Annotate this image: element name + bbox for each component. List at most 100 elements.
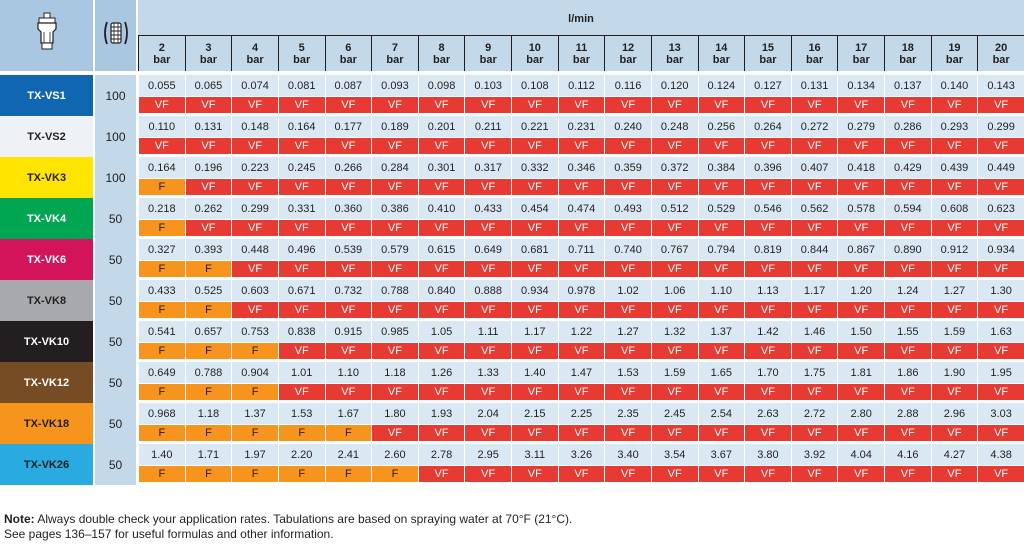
flow-value-cell: 1.27 [604,321,651,343]
droplet-class-cell: VF [464,138,511,157]
pressure-header-6: 6 bar [324,35,372,71]
flow-value-cell: 0.904 [231,362,278,384]
pressure-header-4: 4 bar [231,35,278,71]
droplet-class-cell: VF [930,425,978,444]
droplet-class-cell: VF [977,343,1024,362]
strainer-mesh-icon [103,21,128,45]
flow-value-cell: 1.10 [697,280,745,302]
flow-value-cell: 0.137 [884,75,931,97]
droplet-class-cell: VF [697,261,745,280]
droplet-class-cell: VF [604,138,651,157]
flow-value-cell: 2.95 [464,444,511,466]
table-row: TX-VK12 50 0.649 0.788 0.904 1.01 1.10 1.18 1.26… [0,362,1024,403]
droplet-class-cell: VF [511,425,558,444]
droplet-class-cell: VF [371,97,418,116]
flow-value-cell: 0.120 [650,75,698,97]
droplet-class-cell: VF [837,261,884,280]
droplet-class-cell: VF [324,220,372,239]
nozzle-name: TX-VK8 [0,280,95,321]
flow-value-cell: 0.393 [184,239,232,261]
droplet-class-cell: VF [138,138,185,157]
flow-value-cell: 0.657 [184,321,232,343]
flow-value-cell: 1.50 [837,321,884,343]
pressure-unit: bar [526,53,544,66]
droplet-class-cell: VF [324,179,372,198]
flow-value-cell: 0.788 [371,280,418,302]
droplet-class-cell: VF [417,220,465,239]
flow-value-cell: 0.201 [417,116,465,138]
droplet-class-cell: VF [604,425,651,444]
flow-value-cell: 1.67 [324,403,372,425]
note-text: Always double check your application rat… [34,512,573,526]
pressure-header-14: 14 bar [697,35,745,71]
flow-value-cell: 0.245 [277,157,325,179]
flow-value-cell: 0.433 [464,198,511,220]
strainer-icon-header [95,0,138,71]
flow-value-cell: 0.615 [417,239,465,261]
flow-value-cell: 1.47 [557,362,605,384]
droplet-class-cell: VF [697,138,745,157]
droplet-class-cell: VF [277,384,325,403]
droplet-class-cell: VF [557,466,605,485]
droplet-class-cell: VF [277,261,325,280]
flow-value-cell: 0.256 [697,116,745,138]
flow-value-cell: 2.20 [277,444,325,466]
flow-value-cell: 0.449 [977,157,1024,179]
flow-value-cell: 0.317 [464,157,511,179]
flow-value-cell: 2.15 [511,403,558,425]
droplet-class-cell: VF [977,220,1024,239]
flow-value-cell: 1.24 [884,280,931,302]
pressure-value: 8 [438,41,445,54]
droplet-class-cell: VF [371,138,418,157]
droplet-class-cell: F [138,384,185,403]
flow-value-cell: 1.63 [977,321,1024,343]
flow-value-cell: 1.93 [417,403,465,425]
droplet-class-cell: VF [790,261,838,280]
droplet-class-cell: VF [837,466,884,485]
flow-value-cell: 0.134 [837,75,884,97]
droplet-class-cell: VF [884,97,931,116]
flow-value-cell: 0.218 [138,198,185,220]
table-row: TX-VK8 50 0.433 0.525 0.603 0.671 0.732 0.788 0.… [0,280,1024,321]
flow-value-cell: 0.649 [464,239,511,261]
droplet-class-cell: VF [277,97,325,116]
flow-value-cell: 2.80 [837,403,884,425]
droplet-class-cell: F [324,466,372,485]
droplet-class-cell: VF [277,179,325,198]
nozzle-name: TX-VK3 [0,157,95,198]
pressure-header-17: 17 bar [837,35,884,71]
pressure-unit: bar [293,53,311,66]
flow-value-cell: 2.96 [930,403,978,425]
flow-value-cell: 1.22 [557,321,605,343]
pressure-header-8: 8 bar [417,35,465,71]
droplet-class-cell: VF [371,302,418,321]
strainer-mesh: 100 [95,157,138,198]
pressure-unit: bar [572,53,590,66]
droplet-class-cell: VF [557,220,605,239]
droplet-class-cell: VF [790,220,838,239]
flow-value-cell: 0.732 [324,280,372,302]
flow-value-cell: 0.327 [138,239,185,261]
flow-value-cell: 1.70 [744,362,791,384]
pressure-value: 3 [205,41,212,54]
flow-value-cell: 3.92 [790,444,838,466]
pressure-value: 17 [855,41,868,54]
pressure-value: 4 [252,41,259,54]
flow-value-cell: 0.418 [837,157,884,179]
droplet-class-cell: VF [184,179,232,198]
droplet-class-row: F F F VF VF VF VF VF VF VF VF VF VF VF VF VF VF VF VF [0,384,1024,403]
droplet-class-cell: VF [837,179,884,198]
droplet-class-cell: VF [417,97,465,116]
flow-value-cell: 1.20 [837,280,884,302]
pressure-value: 2 [158,41,165,54]
droplet-class-cell: VF [790,138,838,157]
pressure-value: 15 [761,41,775,54]
droplet-class-cell: VF [697,343,745,362]
pressure-unit: bar [899,53,917,66]
droplet-class-cell: VF [324,384,372,403]
pressure-value: 9 [485,41,492,54]
pressure-unit: bar [153,53,171,66]
flow-value-cell: 2.41 [324,444,372,466]
droplet-class-cell: F [324,425,372,444]
droplet-class-cell: VF [790,179,838,198]
